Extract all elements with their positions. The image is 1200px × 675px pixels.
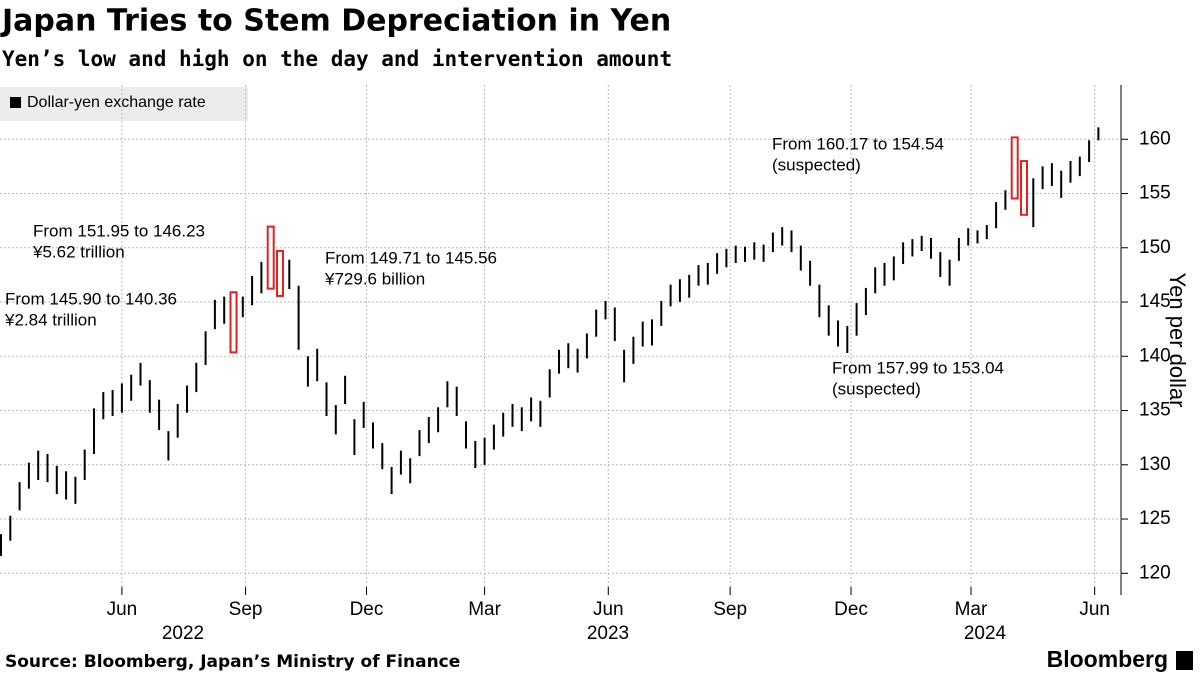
x-tick-label: Mar (955, 599, 988, 620)
x-tick-label: Jun (1079, 599, 1110, 620)
year-label: 2023 (587, 623, 629, 644)
x-tick-label: Mar (468, 599, 501, 620)
brand-icon (1176, 651, 1193, 670)
x-tick-label: Sep (713, 599, 747, 620)
intervention-bar (229, 291, 238, 354)
y-tick-label: 120 (1139, 562, 1171, 583)
intervention-bar (1020, 160, 1028, 216)
annotation: ¥729.6 billion (324, 269, 425, 288)
brand: Bloomberg (1047, 646, 1168, 672)
year-label: 2022 (162, 623, 204, 644)
x-tick-label: Dec (834, 599, 868, 620)
y-tick-label: 135 (1139, 400, 1171, 421)
x-tick-label: Sep (229, 599, 263, 620)
intervention-bar (276, 249, 284, 297)
year-label: 2024 (964, 623, 1007, 644)
intervention-bar (1010, 136, 1019, 200)
annotation: From 151.95 to 146.23 (33, 221, 205, 240)
legend-label: Dollar-yen exchange rate (27, 94, 206, 111)
y-tick-label: 155 (1139, 183, 1171, 204)
y-axis-label: Yen per dollar (1165, 273, 1190, 408)
annotation: From 160.17 to 154.54 (772, 134, 944, 153)
annotation: (suspected) (832, 379, 921, 398)
annotation: From 149.71 to 145.56 (325, 248, 497, 267)
intervention-bar (266, 225, 275, 290)
x-tick-label: Dec (350, 599, 384, 620)
y-tick-label: 145 (1139, 291, 1171, 312)
y-tick-label: 140 (1139, 345, 1171, 366)
chart-title: Japan Tries to Stem Depreciation in Yen (0, 4, 671, 39)
x-tick-label: Jun (107, 599, 138, 620)
y-tick-label: 130 (1139, 454, 1171, 475)
y-tick-label: 125 (1139, 508, 1171, 529)
x-tick-label: Jun (593, 599, 624, 620)
legend-box (0, 87, 248, 121)
y-tick-label: 150 (1139, 237, 1171, 258)
legend-swatch (10, 97, 21, 108)
annotation: (suspected) (772, 155, 861, 174)
source: Source: Bloomberg, Japan’s Ministry of F… (5, 652, 460, 672)
chart-subtitle: Yen’s low and high on the day and interv… (2, 47, 672, 71)
annotation: From 157.99 to 153.04 (832, 358, 1004, 377)
y-tick-label: 160 (1139, 128, 1171, 149)
annotation: ¥5.62 trillion (32, 242, 125, 261)
annotation: ¥2.84 trillion (4, 310, 97, 329)
annotation: From 145.90 to 140.36 (5, 289, 177, 308)
